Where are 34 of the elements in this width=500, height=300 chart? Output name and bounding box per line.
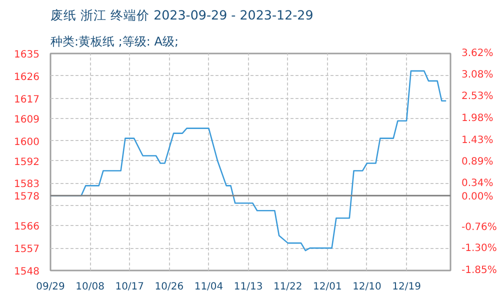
x-tick-label: 10/17 xyxy=(115,282,144,292)
chart-subtitle: 种类:黄板纸 ;等级: A级; xyxy=(50,34,179,48)
y-tick-label: 1635 xyxy=(14,50,40,60)
y2-tick-label: -0.76% xyxy=(462,222,497,233)
x-tick-label: 11/13 xyxy=(234,282,263,292)
chart-title: 废纸 浙江 终端价 2023-09-29 - 2023-12-29 xyxy=(50,8,314,22)
y-tick-label: 1548 xyxy=(14,266,40,278)
y-tick-label: 1609 xyxy=(14,114,40,126)
x-tick-label: 10/08 xyxy=(76,282,104,292)
x-tick-label: 11/04 xyxy=(194,282,224,292)
y2-tick-label: 3.08% xyxy=(462,69,494,80)
y2-tick-label: 1.98% xyxy=(462,113,494,124)
y-tick-label: 1617 xyxy=(14,94,40,106)
y2-tick-label: 1.43% xyxy=(462,134,494,146)
y-tick-label: 1583 xyxy=(14,179,40,190)
y2-tick-label: 0.34% xyxy=(462,178,494,190)
x-tick-label: 11/22 xyxy=(273,282,302,292)
y-tick-label: 1600 xyxy=(14,136,40,148)
x-tick-label: 12/19 xyxy=(392,282,421,292)
x-tick-label: 12/10 xyxy=(352,282,382,292)
y-tick-label: 1578 xyxy=(14,192,40,203)
y2-tick-label: -1.30% xyxy=(462,243,497,254)
y-tick-label: 1557 xyxy=(14,244,40,256)
y2-tick-label: -1.85% xyxy=(462,265,497,276)
y2-tick-label: 3.62% xyxy=(462,48,494,59)
x-tick-label: 09/29 xyxy=(36,282,65,292)
y2-tick-label: 0.89% xyxy=(462,156,494,168)
y-tick-label: 1566 xyxy=(14,222,40,233)
y-tick-label: 1626 xyxy=(14,72,40,83)
x-tick-label: 12/01 xyxy=(313,282,342,292)
y2-tick-label: 0.00% xyxy=(462,192,494,203)
y-tick-label: 1592 xyxy=(14,156,40,168)
y2-tick-label: 2.53% xyxy=(462,91,494,102)
x-tick-label: 10/26 xyxy=(154,282,184,292)
